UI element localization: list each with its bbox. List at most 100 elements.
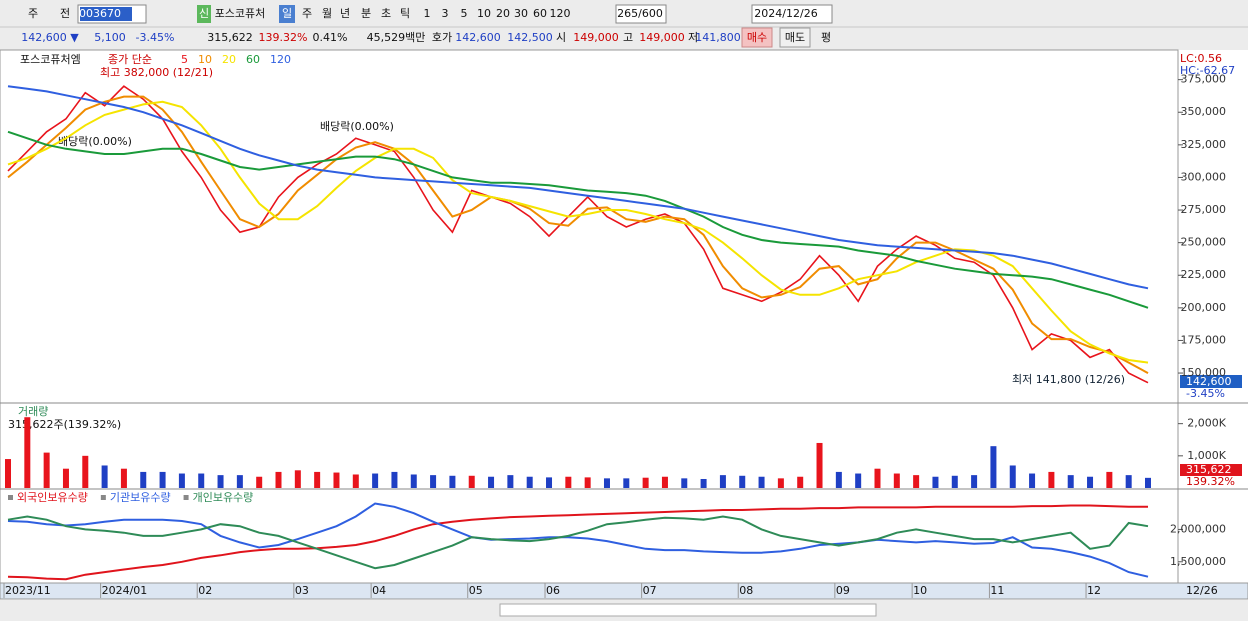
toolbar-item[interactable]: 전 bbox=[60, 7, 70, 20]
volume-bar bbox=[758, 476, 765, 488]
toolbar-item[interactable]: 신 bbox=[199, 7, 209, 20]
y-tick-label: 1,500,000 bbox=[1170, 555, 1226, 568]
legend-item: 개인보유수량 bbox=[193, 491, 254, 504]
toolbar-item[interactable]: 30 bbox=[514, 7, 528, 20]
volume-bar bbox=[198, 473, 205, 488]
volume-current: 315,622 bbox=[1186, 463, 1232, 476]
low-annotation: 최저 141,800 (12/26) bbox=[1012, 373, 1125, 386]
scroll-thumb[interactable] bbox=[499, 603, 877, 617]
date-box[interactable] bbox=[751, 4, 833, 24]
y-tick-label: 250,000 bbox=[1181, 236, 1227, 249]
quote-item: 141,800 bbox=[695, 31, 741, 44]
x-tick-label: 05 bbox=[469, 584, 483, 597]
toolbar-item[interactable]: 265/600 bbox=[617, 7, 663, 20]
toolbar-item[interactable]: 분 bbox=[361, 7, 371, 20]
volume-bar bbox=[468, 475, 475, 488]
volume-bar bbox=[294, 470, 301, 488]
volume-bar bbox=[546, 477, 553, 488]
volume-bar bbox=[700, 478, 707, 488]
x-tick-label: 02 bbox=[198, 584, 212, 597]
volume-bar bbox=[507, 475, 514, 488]
toolbar-item[interactable]: 초 bbox=[381, 7, 391, 20]
volume-bar bbox=[623, 478, 630, 488]
volume-bar bbox=[1087, 476, 1094, 488]
volume-bar bbox=[565, 476, 572, 488]
toolbar-item[interactable]: 일 bbox=[282, 6, 292, 20]
volume-bar bbox=[120, 468, 127, 488]
tab-day[interactable] bbox=[279, 5, 295, 23]
volume-bar bbox=[1048, 471, 1055, 488]
volume-bar bbox=[333, 472, 340, 488]
toolbar-item[interactable]: 포스코퓨처 bbox=[215, 7, 266, 20]
toolbar-item[interactable]: 3 bbox=[442, 7, 449, 20]
toolbar-item[interactable]: 10 bbox=[477, 7, 491, 20]
volume-bar bbox=[990, 446, 997, 488]
volume-bar bbox=[391, 471, 398, 488]
quote-item: 5,100 bbox=[94, 31, 126, 44]
volume-bar bbox=[951, 475, 958, 488]
volume-bar bbox=[913, 475, 920, 488]
volume-bar bbox=[430, 475, 437, 488]
volume-bar bbox=[1125, 475, 1132, 488]
series-line bbox=[7, 85, 1149, 384]
volume-bar bbox=[217, 475, 224, 488]
series-line bbox=[7, 100, 1149, 364]
volume-bar bbox=[410, 474, 417, 488]
x-tick-label: 12 bbox=[1087, 584, 1101, 597]
y-tick-label: 275,000 bbox=[1181, 203, 1227, 216]
volume-bar bbox=[971, 475, 978, 488]
volume-bar bbox=[5, 459, 11, 488]
quote-item: 142,600 ▼ bbox=[21, 31, 79, 44]
price-change: -3.45% bbox=[1186, 387, 1225, 400]
toolbar-item[interactable]: 120 bbox=[550, 7, 571, 20]
quote-item: 시 bbox=[556, 31, 566, 44]
toolbar-item[interactable]: 2024/12/26 bbox=[754, 7, 817, 20]
series-line bbox=[7, 504, 1148, 581]
quote-item[interactable]: 평 bbox=[821, 31, 831, 44]
new-badge[interactable] bbox=[197, 5, 211, 23]
legend-item: 60 bbox=[246, 53, 260, 66]
y-tick-label: 300,000 bbox=[1181, 170, 1227, 183]
x-tick-label: 07 bbox=[643, 584, 657, 597]
y-tick-label: 1,000K bbox=[1187, 449, 1226, 462]
quote-item[interactable]: 매수 bbox=[747, 31, 767, 44]
series-line bbox=[7, 130, 1149, 309]
volume-bar bbox=[101, 465, 108, 488]
quote-item: 139.32% bbox=[259, 31, 308, 44]
volume-bar bbox=[488, 476, 495, 488]
volume-bar bbox=[43, 452, 50, 488]
toolbar-item[interactable]: 003670 bbox=[79, 7, 121, 20]
toolbar-item[interactable]: 년 bbox=[340, 7, 350, 20]
toolbar-item[interactable]: 주 bbox=[28, 7, 38, 20]
toolbar-item[interactable]: 20 bbox=[496, 7, 510, 20]
volume-bar bbox=[372, 473, 379, 488]
volume-change: 139.32% bbox=[1186, 475, 1235, 488]
buy-button[interactable] bbox=[741, 27, 773, 48]
code-select bbox=[80, 7, 132, 21]
volume-subtitle: 315,622주(139.32%) bbox=[8, 418, 121, 431]
toolbar-item[interactable]: 60 bbox=[533, 7, 547, 20]
toolbar-item[interactable]: 월 bbox=[322, 7, 332, 20]
volume-bar bbox=[526, 476, 533, 488]
legend-marker bbox=[8, 495, 13, 500]
legend-marker bbox=[100, 495, 106, 500]
sell-button[interactable] bbox=[779, 27, 811, 48]
quote-item: 고 bbox=[623, 31, 633, 44]
quote-item: 142,500 bbox=[507, 31, 553, 44]
toolbar-item[interactable]: 5 bbox=[461, 7, 468, 20]
volume-bar bbox=[603, 478, 610, 488]
y-tick-label: 225,000 bbox=[1181, 268, 1227, 281]
count-box bbox=[615, 4, 667, 24]
x-tick-label: 08 bbox=[739, 584, 753, 597]
volume-bar bbox=[178, 473, 185, 488]
toolbar-item[interactable]: 주 bbox=[302, 7, 312, 20]
y-tick-label: 200,000 bbox=[1181, 301, 1227, 314]
toolbar-item[interactable]: 1 bbox=[424, 7, 431, 20]
volume-bar bbox=[449, 475, 456, 488]
volume-bar bbox=[140, 471, 147, 488]
volume-bar bbox=[1106, 471, 1113, 488]
quote-item[interactable]: 매도 bbox=[785, 31, 805, 44]
legend-item: 120 bbox=[270, 53, 291, 66]
dividend-annotation: 배당락(0.00%) bbox=[320, 120, 394, 133]
toolbar-item[interactable]: 틱 bbox=[400, 7, 410, 20]
